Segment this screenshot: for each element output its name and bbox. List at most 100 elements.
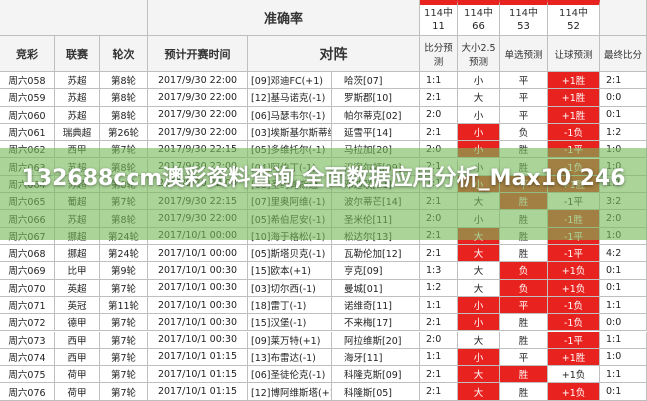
table-cell: 第7轮 [100,279,148,297]
accuracy-top: 114中 [508,8,539,19]
table-cell: 大 [458,262,500,280]
table-cell: 苏超 [55,89,100,107]
column-header: 对阵 [248,36,420,72]
table-cell: 2017/9/30 22:00 [148,72,248,90]
blank-cell [600,0,647,36]
table-cell: 2017/10/1 00:30 [148,279,248,297]
table-cell: 亨克[09] [332,262,420,280]
table-cell: 西甲 [55,348,100,367]
table-cell: 荷甲 [55,366,100,384]
table-cell: 胜 [500,314,548,332]
table-cell: 小 [458,106,500,124]
table-cell: 2017/10/1 00:30 [148,296,248,315]
table-cell: 科隆斯[05] [332,383,420,401]
table-cell: 第8轮 [100,72,148,90]
table-cell: 周六073 [0,331,55,349]
table-cell: 西甲 [55,331,100,349]
column-header: 最终比分 [600,36,647,72]
table-cell: 4:2 [600,245,647,263]
table-cell: 平 [500,296,548,315]
table-cell: 2017/9/30 22:00 [148,123,248,142]
table-cell: +1负 [548,366,600,384]
table-cell: 2:1 [420,89,458,107]
table-cell: [06]圣徒伦克(-1) [248,366,332,384]
column-header: 预计开赛时间 [148,36,248,72]
table-cell: 帕尔蒂克[02] [332,106,420,124]
table-cell: 周六071 [0,296,55,315]
table-cell: +1负 [548,383,600,401]
table-cell: 小 [458,348,500,367]
table-cell: 第7轮 [100,366,148,384]
table-cell: 第24轮 [100,245,148,263]
table-cell: 周六070 [0,279,55,297]
table-cell: 大 [458,279,500,297]
table-cell: 罗斯郡[10] [332,89,420,107]
table-cell: -1负 [548,123,600,142]
table-cell: 诺维奇[11] [332,296,420,315]
table-cell: 曼城[01] [332,279,420,297]
table-cell: 周六059 [0,89,55,107]
table-cell: 平 [500,72,548,90]
table-cell: 0:1 [600,383,647,401]
accuracy-top: 114中 [463,8,494,19]
table-cell: 2:1 [420,123,458,142]
table-cell: 大 [458,366,500,384]
table-cell: 1:2 [420,279,458,297]
table-cell: 第7轮 [100,331,148,349]
table-cell: +1负 [548,262,600,280]
banner-band [0,148,647,240]
table-cell: 大 [458,245,500,263]
table-cell: [09]邓迪FC(+1) [248,72,332,90]
table-cell: 周六068 [0,245,55,263]
table-cell: 挪超 [55,245,100,263]
table-cell: +1胜 [548,348,600,367]
table-cell: 胜 [500,366,548,384]
table-cell: 胜 [500,331,548,349]
table-cell: -1平 [548,245,600,263]
column-header: 联赛 [55,36,100,72]
table-cell: [15]欧本(+1) [248,262,332,280]
table-cell: +1胜 [548,72,600,90]
table-cell: 海牙[11] [332,348,420,367]
table-cell: 周六076 [0,383,55,401]
table-cell: 第9轮 [100,262,148,280]
table-cell: 1:1 [600,366,647,384]
table-cell: 胜 [500,245,548,263]
table-cell: 2:1 [600,72,647,90]
table-cell: 第8轮 [100,89,148,107]
table-cell: 负 [500,262,548,280]
banner-text: 132688ccm澳彩资料查询,全面数据应用分析_Max10.246 [21,166,626,191]
table-cell: 2017/10/1 00:00 [148,245,248,263]
table-cell: 延雪平[14] [332,123,420,142]
table-cell: 荷甲 [55,383,100,401]
column-header: 大小2.5预测 [458,36,500,72]
table-cell: 不来梅[17] [332,314,420,332]
table-cell: 周六074 [0,348,55,367]
table-cell: 2017/10/1 00:30 [148,331,248,349]
accuracy-count: 11 [432,21,445,32]
table-cell: 负 [500,123,548,142]
table-cell: 2:0 [420,106,458,124]
table-cell: -1负 [548,296,600,315]
accuracy-count: 52 [567,21,580,32]
table-cell: 2017/10/1 01:15 [148,383,248,401]
table-cell: 0:0 [600,89,647,107]
table-cell: 2:0 [420,331,458,349]
table-cell: 大 [458,383,500,401]
accuracy-cell: 114中 11 [420,0,458,36]
table-cell: 科隆克斯[09] [332,366,420,384]
table-cell: 2017/9/30 22:00 [148,89,248,107]
table-cell: 第7轮 [100,348,148,367]
table-cell: [03]埃斯基尔斯蒂纳 [248,123,332,142]
table-cell: [12]基马诺克(-1) [248,89,332,107]
table-cell: 第7轮 [100,314,148,332]
table-cell: 德甲 [55,314,100,332]
table-cell: 苏超 [55,72,100,90]
table-cell: 周六060 [0,106,55,124]
table-cell: [09]莱万特(+1) [248,331,332,349]
table-cell: 2017/9/30 22:00 [148,106,248,124]
table-cell: 第11轮 [100,296,148,315]
table-cell: 平 [500,348,548,367]
blank-cell [0,0,148,36]
